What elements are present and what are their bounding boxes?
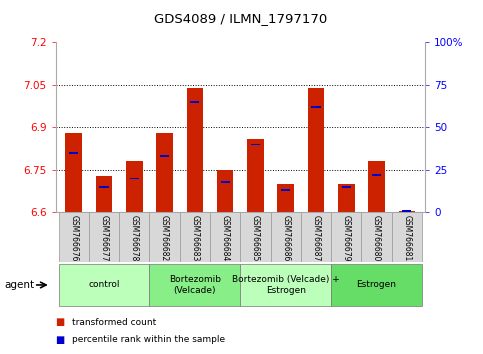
Text: ■: ■ (56, 335, 65, 345)
Text: GSM766683: GSM766683 (190, 215, 199, 261)
Text: GSM766686: GSM766686 (281, 215, 290, 261)
Text: transformed count: transformed count (72, 318, 156, 327)
Text: GSM766676: GSM766676 (69, 215, 78, 261)
Bar (58, 212, 89, 262)
Bar (130, 178, 139, 179)
Bar (99, 186, 109, 188)
Text: GSM766678: GSM766678 (130, 215, 139, 261)
Bar (217, 170, 233, 212)
Bar (301, 212, 331, 262)
Text: agent: agent (5, 280, 35, 290)
Bar (186, 88, 203, 212)
Bar (277, 184, 294, 212)
Text: percentile rank within the sample: percentile rank within the sample (72, 335, 226, 344)
Bar (190, 101, 199, 103)
Bar (221, 181, 230, 183)
Bar (96, 176, 113, 212)
Text: GSM766677: GSM766677 (99, 215, 109, 261)
Text: GSM766687: GSM766687 (312, 215, 321, 261)
Text: GSM766684: GSM766684 (221, 215, 229, 261)
Bar (156, 133, 173, 212)
Bar (160, 155, 169, 157)
Bar (149, 264, 241, 306)
Bar (241, 212, 270, 262)
Bar (270, 212, 301, 262)
Bar (312, 106, 321, 108)
Bar (392, 212, 422, 262)
Bar (281, 189, 290, 191)
Bar (210, 212, 241, 262)
Text: Bortezomib
(Velcade): Bortezomib (Velcade) (169, 275, 221, 295)
Text: GSM766682: GSM766682 (160, 215, 169, 261)
Text: Estrogen: Estrogen (356, 280, 397, 290)
Bar (308, 88, 325, 212)
Text: control: control (88, 280, 120, 290)
Bar (331, 212, 361, 262)
Bar (247, 139, 264, 212)
Text: GSM766680: GSM766680 (372, 215, 381, 261)
Bar (402, 210, 412, 212)
Text: GSM766685: GSM766685 (251, 215, 260, 261)
Bar (65, 133, 82, 212)
Bar (361, 212, 392, 262)
Bar (119, 212, 149, 262)
Bar (372, 174, 381, 176)
Bar (58, 264, 149, 306)
Bar (126, 161, 142, 212)
Bar (69, 152, 78, 154)
Bar (251, 144, 260, 145)
Text: Bortezomib (Velcade) +
Estrogen: Bortezomib (Velcade) + Estrogen (232, 275, 340, 295)
Bar (341, 186, 351, 188)
Bar (368, 161, 385, 212)
Bar (241, 264, 331, 306)
Bar (180, 212, 210, 262)
Text: ■: ■ (56, 317, 65, 327)
Bar (331, 264, 422, 306)
Bar (398, 211, 415, 212)
Text: GSM766679: GSM766679 (342, 215, 351, 261)
Text: GDS4089 / ILMN_1797170: GDS4089 / ILMN_1797170 (154, 12, 327, 25)
Bar (89, 212, 119, 262)
Bar (149, 212, 180, 262)
Bar (338, 184, 355, 212)
Text: GSM766681: GSM766681 (402, 215, 412, 261)
